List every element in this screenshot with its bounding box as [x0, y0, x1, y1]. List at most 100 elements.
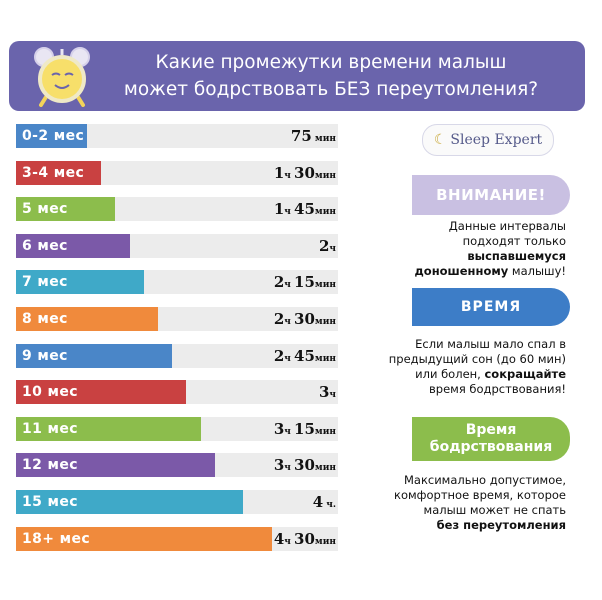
value-unit: ч: [284, 317, 295, 327]
note1-bold2: доношенному: [414, 264, 509, 278]
value-main2: 30: [294, 310, 315, 328]
bar: [16, 233, 130, 258]
bar: [16, 270, 144, 295]
value-unit: ч: [284, 536, 295, 547]
sidebar: ☾ Sleep Expert ВНИМАНИЕ! Данные интервалы…: [382, 120, 572, 560]
title-line-1: Какие промежутки времени малыш: [155, 52, 507, 73]
value-unit: ч: [284, 170, 295, 181]
value-unit2: мин: [314, 207, 336, 218]
value-main: 3: [273, 419, 285, 438]
bar-category-label: 11 мес: [22, 420, 78, 437]
note2-line3a: или болен,: [415, 367, 485, 381]
time-note: Если малыш мало спал в предыдущий сон (д…: [376, 337, 566, 397]
note1-line1: Данные интервалы: [448, 219, 566, 233]
wake-time-note: Максимально допустимое, комфортное время…: [376, 473, 566, 533]
value-unit2: мин: [314, 280, 336, 291]
bar-category-label: 7 мес: [22, 274, 68, 291]
bar-value-label: 2ч: [319, 234, 336, 261]
value-main: 4: [312, 493, 324, 511]
bar-row: 6 мес 2ч: [16, 233, 338, 261]
bar-value-label: 3ч 15мин: [274, 417, 336, 444]
note2-line1: Если малыш мало спал в: [415, 337, 566, 351]
value-main2: 45: [294, 346, 315, 365]
page-title: Какие промежутки времени малыш может бод…: [121, 49, 541, 103]
wake-time-bar-chart: 0-2 мес 75 мин 3-4 мес 1ч 30мин 5 мес 1ч 45ми…: [16, 124, 338, 554]
bar-category-label: 18+ мес: [22, 530, 91, 547]
bar-value-label: 75 мин: [291, 124, 336, 151]
wake-label-line2: бодрствования: [429, 439, 553, 455]
value-unit2: мин: [314, 353, 336, 364]
bar: [16, 160, 102, 185]
bar-value-label: 1ч 30мин: [274, 161, 336, 188]
bar-category-label: 10 мес: [22, 384, 78, 401]
note1-line2: подходят только: [462, 234, 566, 248]
attention-note: Данные интервалы подходят только выспавш…: [382, 219, 567, 279]
bar-value-label: 4 ч.: [313, 490, 336, 517]
logo-text: Sleep Expert: [450, 132, 543, 148]
note3-line1: Максимально допустимое,: [403, 473, 566, 487]
bar-value-label: 1ч 45мин: [274, 197, 336, 224]
bar-category-label: 6 мес: [22, 237, 68, 254]
bar: [16, 416, 201, 441]
bar-category-label: 8 мес: [22, 311, 68, 327]
value-main2: 15: [294, 273, 315, 292]
bar-row: 10 мес 3ч: [16, 380, 338, 407]
value-unit: ч: [329, 243, 336, 254]
value-unit2: мин: [314, 170, 336, 181]
value-main: 2: [273, 346, 285, 365]
bar: [16, 343, 173, 368]
value-unit2: мин: [314, 463, 336, 474]
value-main: 1: [273, 163, 285, 182]
sleep-expert-logo: ☾ Sleep Expert: [422, 124, 554, 156]
bar-value-label: 3ч: [319, 380, 336, 407]
time-badge: ВРЕМЯ: [412, 288, 570, 326]
bar-category-label: 15 мес: [22, 494, 78, 510]
bar-category-label: 5 мес: [22, 201, 68, 218]
wake-label-line1: Время: [465, 422, 517, 438]
value-unit: ч: [284, 207, 295, 218]
value-main: 3: [273, 456, 285, 475]
note3-line2: комфортное время, которое: [394, 488, 566, 502]
value-main: 1: [273, 200, 285, 219]
bar: [16, 197, 116, 222]
value-unit: ч: [284, 353, 295, 364]
value-unit: мин: [311, 134, 336, 144]
value-main: 2: [273, 273, 285, 292]
bar-category-label: 12 мес: [22, 457, 78, 474]
note1-tail: малышу!: [508, 264, 566, 278]
value-unit2: мин: [314, 426, 336, 437]
bar-row: 8 мес 2ч 30мин: [16, 307, 338, 331]
alarm-clock-icon: [34, 47, 90, 107]
value-unit: ч.: [323, 500, 336, 510]
bar-value-label: 2ч 15мин: [274, 270, 336, 297]
value-main: 2: [273, 310, 285, 328]
bar-row: 0-2 мес 75 мин: [16, 124, 338, 148]
note3-bold: без переутомления: [436, 518, 566, 532]
bar-category-label: 3-4 мес: [22, 164, 85, 181]
value-unit: ч: [329, 390, 336, 401]
bar: [16, 307, 159, 331]
bar-row: 7 мес 2ч 15мин: [16, 270, 338, 297]
bar: [16, 490, 244, 514]
value-unit: ч: [284, 426, 295, 437]
bar-category-label: 0-2 мес: [22, 128, 85, 144]
value-unit2: мин: [314, 317, 336, 327]
title-line-2: может бодрствовать БЕЗ переутомления?: [123, 79, 539, 100]
bar-value-label: 4ч 30мин: [274, 527, 336, 554]
bar-value-label: 3ч 30мин: [274, 453, 336, 480]
bar-row: 9 мес 2ч 45мин: [16, 343, 338, 371]
bar: [16, 526, 272, 551]
bar-row: 12 мес 3ч 30мин: [16, 453, 338, 480]
header-banner: Какие промежутки времени малыш может бод…: [9, 41, 585, 111]
value-main: 75: [290, 127, 312, 145]
value-main: 2: [318, 236, 330, 255]
value-main2: 30: [294, 456, 315, 475]
value-unit: ч: [284, 463, 295, 474]
bar: [16, 124, 88, 148]
note1-bold1: выспавшемуся: [467, 249, 566, 263]
value-main: 4: [273, 529, 285, 548]
value-main2: 30: [294, 529, 315, 548]
value-unit: ч: [284, 280, 295, 291]
bar-value-label: 2ч 45мин: [274, 344, 336, 371]
note2-line3b: сокращайте: [484, 367, 566, 381]
